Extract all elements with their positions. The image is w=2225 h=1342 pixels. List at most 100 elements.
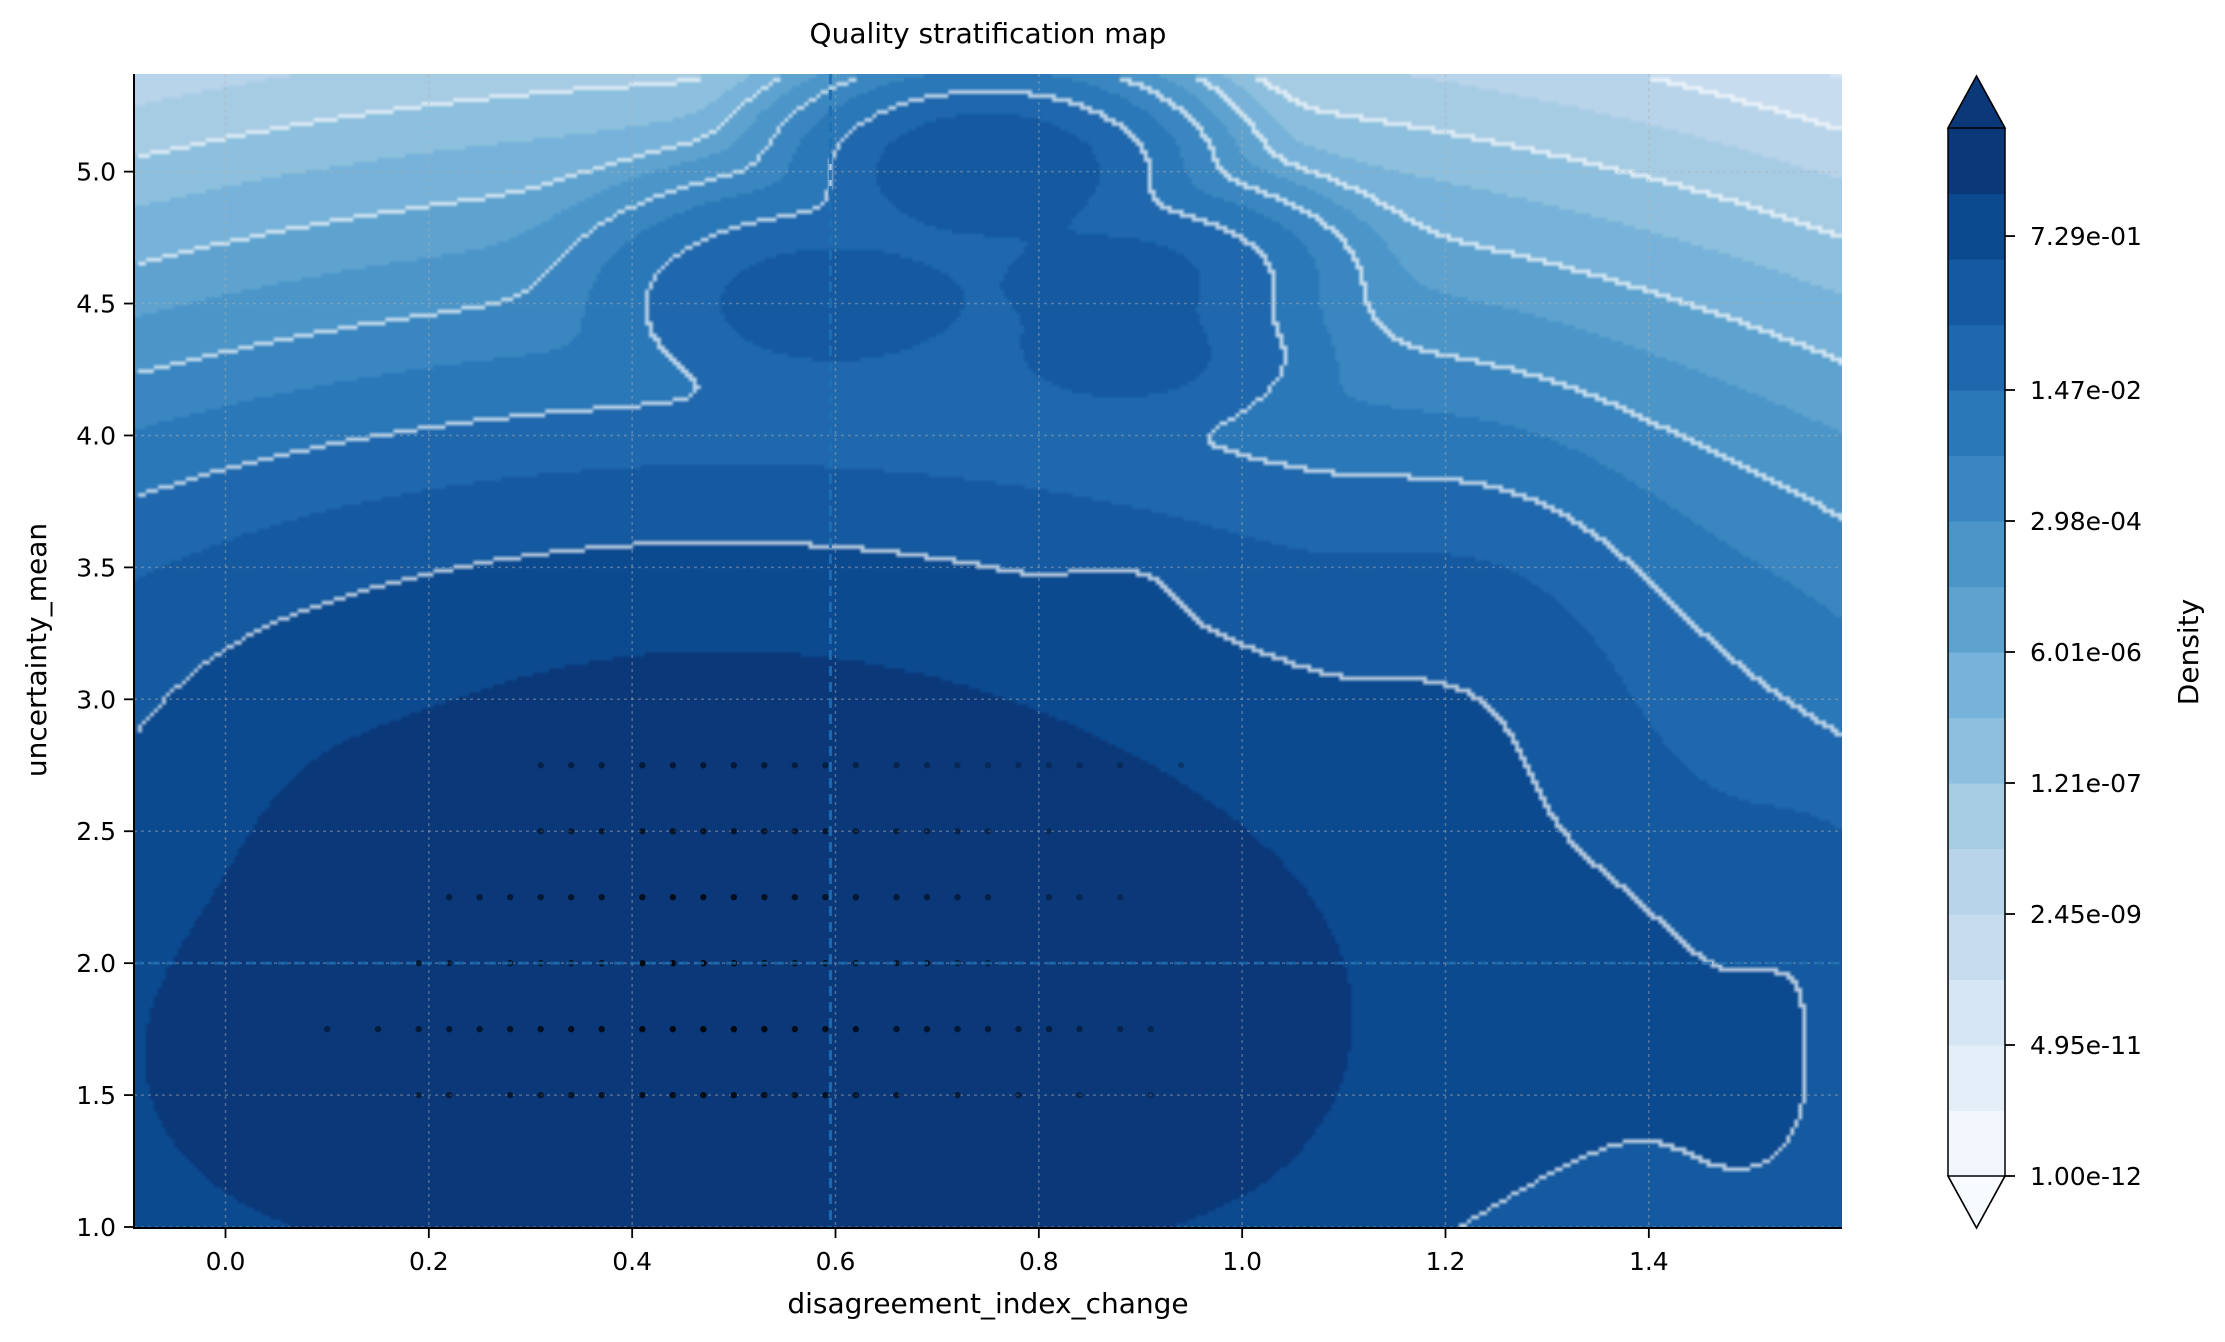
data-point <box>639 1025 646 1033</box>
data-point <box>374 1025 382 1033</box>
grid-lines <box>134 74 1842 1227</box>
data-point <box>761 762 768 769</box>
data-point <box>1147 1025 1154 1033</box>
data-point <box>669 762 677 769</box>
data-point <box>791 1025 799 1033</box>
data-point <box>700 1025 707 1033</box>
data-point <box>1116 1025 1124 1033</box>
colorbar-band <box>1948 390 2005 457</box>
data-point <box>639 828 646 835</box>
data-point <box>669 893 677 901</box>
data-point <box>445 959 453 967</box>
data-point <box>893 959 900 967</box>
x-tick-label: 0.0 <box>206 1247 246 1276</box>
colorbar-band <box>1948 324 2005 391</box>
colorbar-extend-top <box>1946 74 2007 129</box>
data-point <box>537 828 544 835</box>
data-point <box>1015 762 1022 769</box>
data-point <box>669 1091 677 1099</box>
data-point <box>893 762 900 769</box>
data-point <box>984 893 992 901</box>
data-point <box>567 1025 575 1033</box>
data-point <box>1076 762 1083 769</box>
data-point <box>852 893 860 901</box>
colorbar-bands <box>1948 128 2005 1177</box>
data-point <box>567 762 575 769</box>
data-point <box>852 1091 860 1099</box>
colorbar-tick-label: 2.98e-04 <box>2030 507 2142 536</box>
colorbar-outline <box>1947 74 2006 1230</box>
data-point <box>984 762 992 769</box>
data-point <box>476 893 483 901</box>
data-point <box>1147 1091 1154 1099</box>
plot-area <box>134 74 1842 1227</box>
data-point <box>1015 1091 1022 1099</box>
y-tick-label: 4.5 <box>76 290 116 319</box>
colorbar-band <box>1948 193 2005 260</box>
y-tick-label: 2.5 <box>76 817 116 846</box>
x-tick-label: 0.4 <box>612 1247 652 1276</box>
colorbar-tick-label: 1.47e-02 <box>2030 376 2142 405</box>
colorbar-tick-label: 6.01e-06 <box>2030 638 2142 667</box>
data-point <box>730 893 738 901</box>
data-point <box>1045 828 1053 835</box>
data-point <box>598 1025 605 1033</box>
data-point <box>639 1091 646 1099</box>
data-point <box>1076 1091 1083 1099</box>
colorbar-tick-label: 4.95e-11 <box>2030 1031 2142 1060</box>
data-point <box>1015 1025 1022 1033</box>
data-point <box>1116 762 1124 769</box>
colorbar-band <box>1948 128 2005 195</box>
data-point <box>761 828 768 835</box>
data-point <box>476 1025 483 1033</box>
data-point <box>791 762 799 769</box>
data-point <box>954 1025 961 1033</box>
data-point <box>567 893 575 901</box>
x-tick-label: 1.0 <box>1222 1247 1262 1276</box>
data-point <box>1177 762 1185 769</box>
data-point <box>700 893 707 901</box>
colorbar-band <box>1948 259 2005 326</box>
colorbar-band <box>1948 586 2005 653</box>
colorbar-tick-label: 2.45e-09 <box>2030 900 2142 929</box>
data-point <box>537 893 544 901</box>
data-point <box>1076 1025 1083 1033</box>
y-tick-label: 1.0 <box>76 1213 116 1242</box>
data-point <box>506 1091 514 1099</box>
x-tick-label: 0.8 <box>1019 1247 1059 1276</box>
data-point <box>639 762 646 769</box>
x-axis-ticks: 0.0 0.2 0.4 0.6 0.8 1.0 1.2 1.4 <box>206 1228 1669 1276</box>
colorbar-tick-label: 1.21e-07 <box>2030 769 2142 798</box>
data-point <box>1045 1025 1053 1033</box>
y-axis-ticks: 1.0 1.5 2.0 2.5 3.0 3.5 4.0 4.5 5.0 <box>76 158 134 1242</box>
data-point <box>730 1091 738 1099</box>
data-point <box>791 1091 799 1099</box>
colorbar-tick-label: 1.00e-12 <box>2030 1162 2142 1191</box>
data-point <box>598 1091 605 1099</box>
data-point <box>923 1025 931 1033</box>
x-axis-label: disagreement_index_change <box>787 1287 1188 1320</box>
data-point <box>669 959 677 967</box>
data-point <box>852 1025 860 1033</box>
data-point <box>567 828 575 835</box>
data-point <box>415 1025 422 1033</box>
data-point <box>506 893 514 901</box>
data-point <box>954 762 961 769</box>
y-tick-label: 3.5 <box>76 553 116 582</box>
data-point <box>984 1025 992 1033</box>
data-point <box>923 893 931 901</box>
data-point <box>852 762 860 769</box>
data-point <box>730 1025 738 1033</box>
colorbar-label: Density <box>2172 599 2205 705</box>
y-axis-label: uncertainty_mean <box>20 523 53 777</box>
data-point <box>537 1025 544 1033</box>
data-point <box>639 959 646 967</box>
data-point <box>598 828 605 835</box>
data-point <box>506 1025 514 1033</box>
y-tick-label: 4.0 <box>76 421 116 450</box>
x-tick-label: 1.2 <box>1426 1247 1466 1276</box>
data-point <box>730 762 738 769</box>
x-tick-label: 0.6 <box>816 1247 856 1276</box>
data-point <box>822 1025 829 1033</box>
